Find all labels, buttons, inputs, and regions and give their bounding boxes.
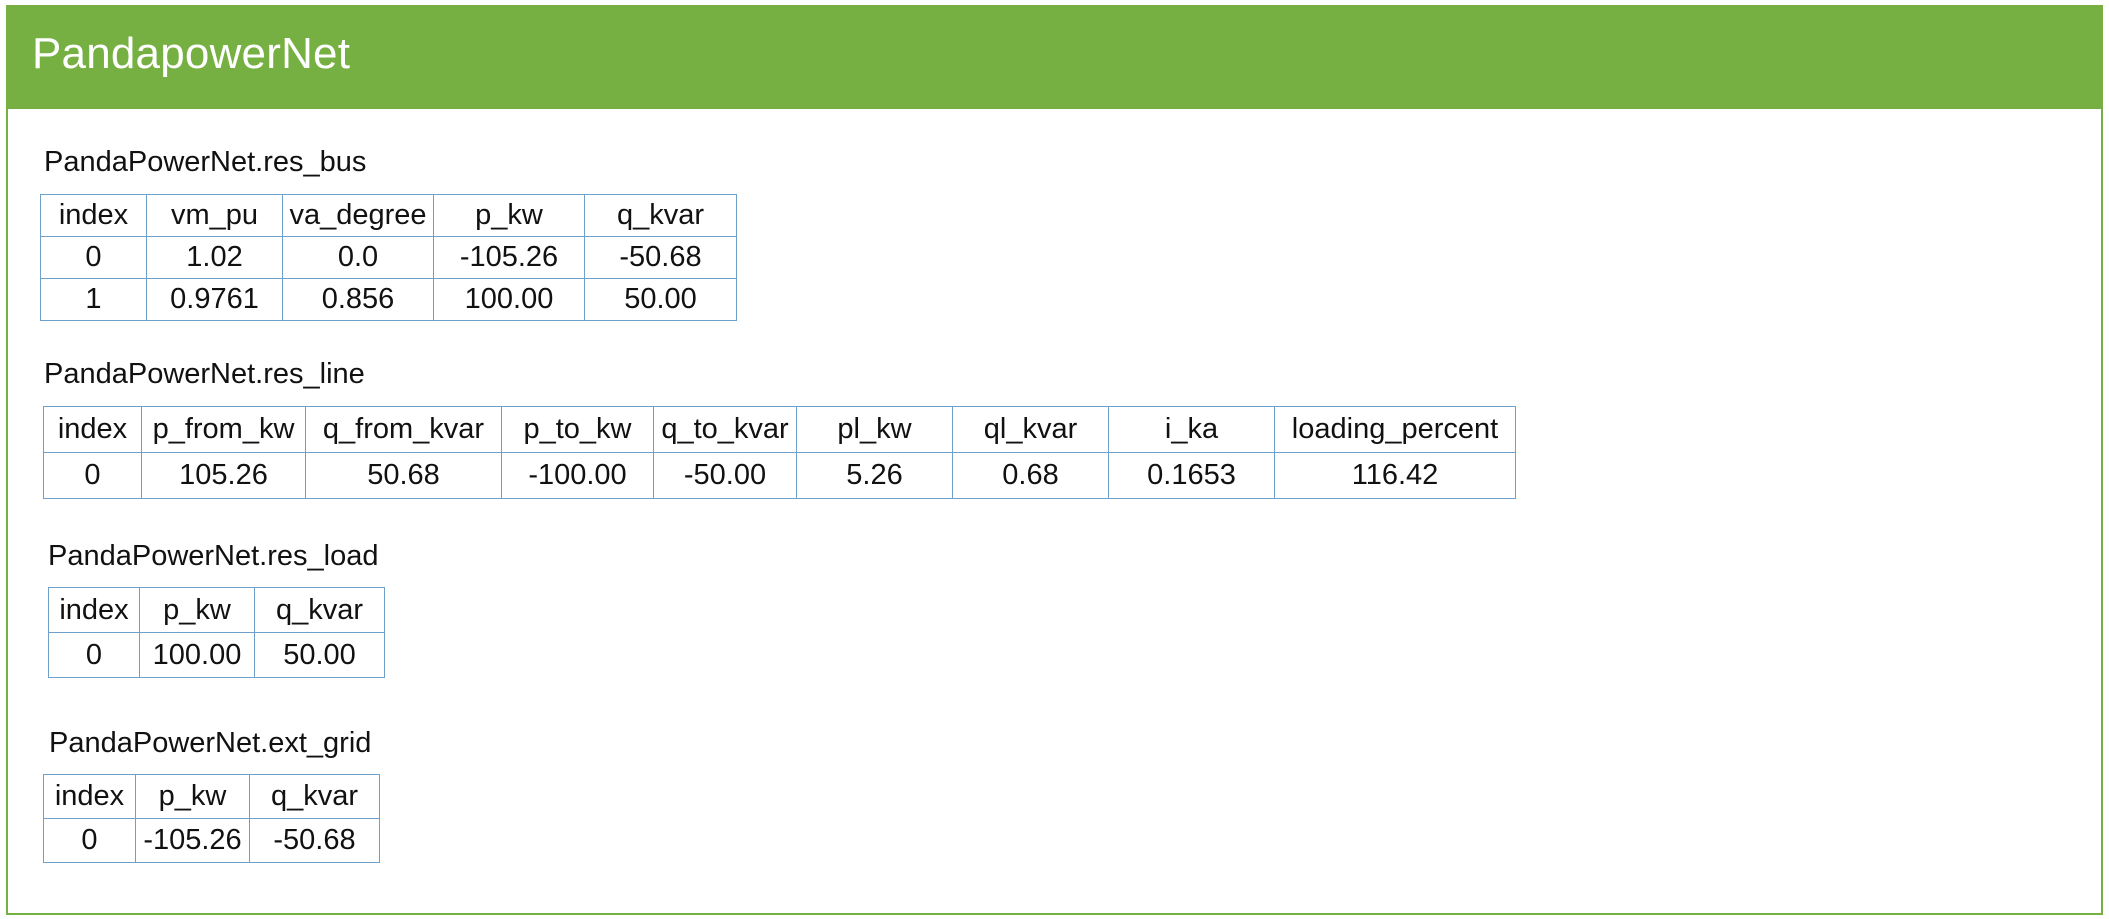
- table-cell: -50.00: [653, 452, 797, 499]
- panel-header: PandapowerNet: [8, 7, 2101, 109]
- table-cell: 116.42: [1274, 452, 1516, 499]
- table-cell: 0.68: [952, 452, 1109, 499]
- table-row: 0 105.26 50.68 -100.00 -50.00 5.26 0.68 0.1653 1…: [43, 452, 1516, 499]
- header-row: index vm_pu va_degree p_kw q_kvar: [40, 194, 737, 237]
- res-bus-table: index vm_pu va_degree p_kw q_kvar 0 1.02 0.0 -10…: [40, 194, 737, 321]
- header-row: index p_kw q_kvar: [43, 774, 380, 819]
- table-cell: 0: [40, 236, 147, 279]
- table-row: 0 -105.26 -50.68: [43, 818, 380, 863]
- column-header: p_kw: [433, 194, 585, 237]
- column-header: pl_kw: [796, 406, 953, 453]
- table-row: 0 1.02 0.0 -105.26 -50.68: [40, 236, 737, 279]
- column-header: index: [43, 406, 142, 453]
- column-header: q_to_kvar: [653, 406, 797, 453]
- header-row: index p_from_kw q_from_kvar p_to_kw q_to_kva…: [43, 406, 1516, 453]
- column-header: q_kvar: [584, 194, 737, 237]
- ext-grid-label: PandaPowerNet.ext_grid: [49, 727, 372, 759]
- table-cell: 1: [40, 278, 147, 321]
- table-row: 1 0.9761 0.856 100.00 50.00: [40, 278, 737, 321]
- table-cell: -50.68: [584, 236, 737, 279]
- column-header: vm_pu: [146, 194, 283, 237]
- ext-grid-table: index p_kw q_kvar 0 -105.26 -50.68: [43, 774, 380, 863]
- column-header: index: [48, 587, 140, 633]
- column-header: p_kw: [139, 587, 255, 633]
- table-cell: -50.68: [249, 818, 380, 863]
- table-cell: -105.26: [135, 818, 250, 863]
- column-header: p_to_kw: [501, 406, 654, 453]
- panel-title: PandapowerNet: [32, 29, 351, 78]
- table-cell: 105.26: [141, 452, 306, 499]
- table-cell: 0.1653: [1108, 452, 1275, 499]
- column-header: va_degree: [282, 194, 434, 237]
- column-header: q_kvar: [254, 587, 385, 633]
- column-header: p_from_kw: [141, 406, 306, 453]
- table-cell: 0.0: [282, 236, 434, 279]
- header-row: index p_kw q_kvar: [48, 587, 385, 633]
- column-header: index: [43, 774, 136, 819]
- column-header: p_kw: [135, 774, 250, 819]
- table-cell: 50.00: [254, 632, 385, 678]
- table-cell: 100.00: [433, 278, 585, 321]
- table-cell: 5.26: [796, 452, 953, 499]
- table-row: 0 100.00 50.00: [48, 632, 385, 678]
- table-cell: 0.9761: [146, 278, 283, 321]
- column-header: q_from_kvar: [305, 406, 502, 453]
- table-cell: 1.02: [146, 236, 283, 279]
- table-cell: 0: [43, 452, 142, 499]
- table-cell: 50.00: [584, 278, 737, 321]
- table-cell: 100.00: [139, 632, 255, 678]
- table-cell: -100.00: [501, 452, 654, 499]
- res-line-table: index p_from_kw q_from_kvar p_to_kw q_to_kva…: [43, 406, 1516, 499]
- res-load-table: index p_kw q_kvar 0 100.00 50.00: [48, 587, 385, 678]
- table-cell: 0: [48, 632, 140, 678]
- table-cell: -105.26: [433, 236, 585, 279]
- res-bus-label: PandaPowerNet.res_bus: [44, 146, 367, 178]
- column-header: ql_kvar: [952, 406, 1109, 453]
- table-cell: 50.68: [305, 452, 502, 499]
- column-header: loading_percent: [1274, 406, 1516, 453]
- column-header: index: [40, 194, 147, 237]
- column-header: q_kvar: [249, 774, 380, 819]
- res-line-label: PandaPowerNet.res_line: [44, 358, 365, 390]
- table-cell: 0: [43, 818, 136, 863]
- column-header: i_ka: [1108, 406, 1275, 453]
- res-load-label: PandaPowerNet.res_load: [48, 540, 379, 572]
- table-cell: 0.856: [282, 278, 434, 321]
